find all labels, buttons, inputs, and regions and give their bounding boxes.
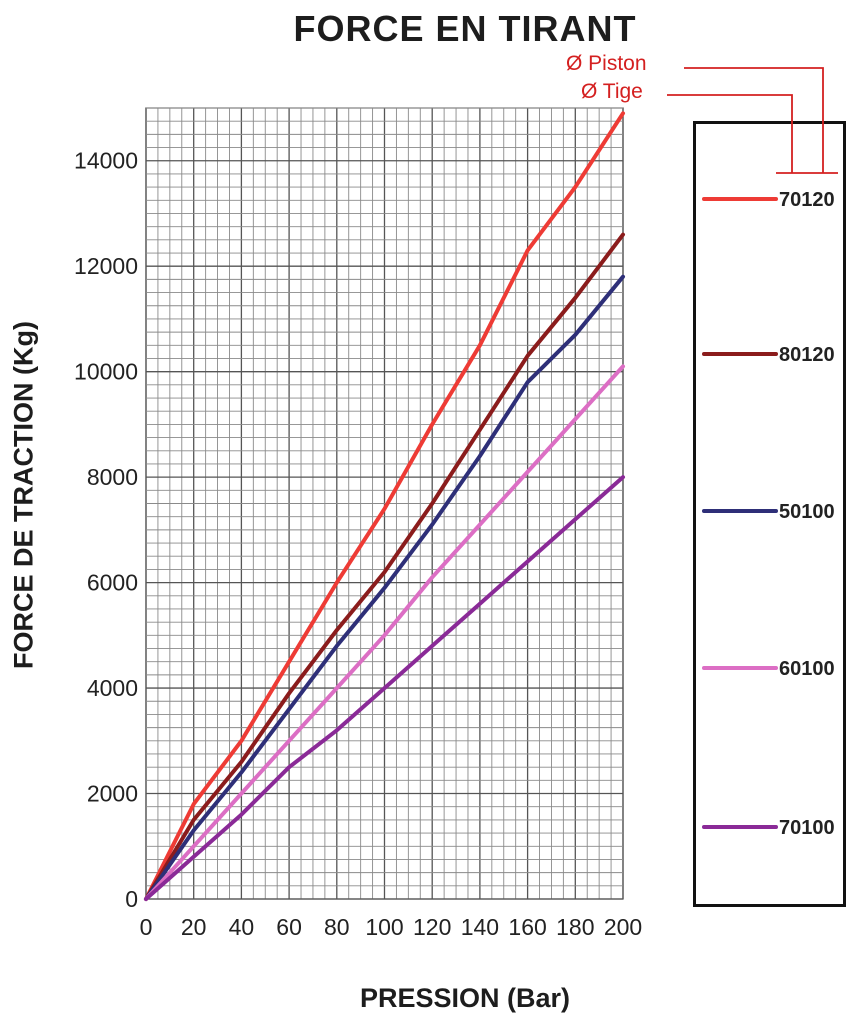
x-tick-label: 80 bbox=[324, 914, 350, 940]
x-tick-label: 160 bbox=[508, 914, 546, 940]
x-tick-label: 100 bbox=[365, 914, 403, 940]
y-tick-label: 4000 bbox=[87, 675, 138, 701]
x-tick-label: 20 bbox=[181, 914, 207, 940]
legend bbox=[693, 121, 846, 907]
rod-diameter-annotation: Ø Tige bbox=[581, 80, 643, 103]
x-tick-label: 200 bbox=[604, 914, 642, 940]
legend-label-80120: 80120 bbox=[779, 344, 835, 366]
x-axis-label: PRESSION (Bar) bbox=[359, 983, 571, 1013]
x-tick-label: 180 bbox=[556, 914, 594, 940]
rod-leader-line bbox=[667, 94, 793, 173]
legend-items: 70120 80120 50100 60100 70100 bbox=[702, 189, 835, 839]
legend-label-50100: 50100 bbox=[779, 501, 835, 523]
series-lines bbox=[144, 111, 625, 901]
piston-leader-line bbox=[684, 67, 824, 173]
legend-label-60100: 60100 bbox=[779, 658, 835, 680]
chart-title: FORCE EN TIRANT bbox=[293, 8, 637, 49]
legend-label-70120: 70120 bbox=[779, 189, 835, 211]
x-tick-label: 140 bbox=[461, 914, 499, 940]
legend-label-70100: 70100 bbox=[779, 817, 835, 839]
y-tick-label: 8000 bbox=[87, 464, 138, 490]
x-tick-label: 60 bbox=[276, 914, 302, 940]
y-tick-label: 6000 bbox=[87, 570, 138, 596]
y-tick-label: 2000 bbox=[87, 781, 138, 807]
y-tick-label: 10000 bbox=[74, 359, 138, 385]
annotation-leaders bbox=[667, 67, 838, 174]
y-tick-label: 0 bbox=[125, 886, 138, 912]
axis-ticks: 0 20 40 60 80 100 120 140 160 180 2000200040006000… bbox=[74, 148, 642, 940]
x-tick-label: 40 bbox=[229, 914, 255, 940]
x-tick-label: 0 bbox=[140, 914, 153, 940]
x-tick-label: 120 bbox=[413, 914, 451, 940]
y-tick-label: 12000 bbox=[74, 253, 138, 279]
piston-diameter-annotation: Ø Piston bbox=[566, 52, 647, 75]
grid bbox=[145, 107, 624, 900]
y-tick-label: 14000 bbox=[74, 148, 138, 174]
